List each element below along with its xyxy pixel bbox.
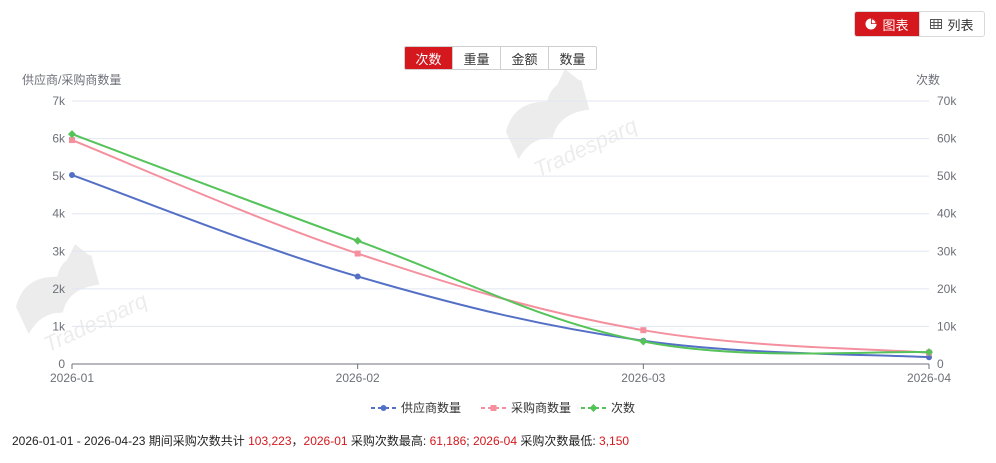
right-axis-tick-label: 20k — [937, 282, 957, 296]
summary-sep: ， — [291, 434, 304, 448]
x-axis-tick-label: 2026-01 — [50, 371, 94, 385]
left-axis-tick-label: 6k — [52, 132, 66, 146]
data-point — [69, 172, 75, 179]
data-point — [69, 137, 75, 144]
data-point — [353, 236, 362, 245]
left-axis-tick-label: 7k — [52, 94, 66, 108]
legend-marker — [589, 404, 598, 412]
left-axis-tick-label: 5k — [52, 169, 66, 183]
chart-view-button[interactable]: 图表 — [855, 12, 919, 36]
legend-marker — [490, 405, 497, 411]
series-lines — [68, 130, 933, 361]
axes: 0 0 1k 10k 2k 20k 3k 30k 4k 40k 5k 50k 6k 60k 7k 70k 202… — [50, 94, 957, 385]
right-axis-tick-label: 30k — [937, 244, 957, 258]
legend[interactable]: 供应商数量 采购商数量 次数 — [371, 400, 635, 415]
view-toggle: 图表 列表 — [854, 11, 985, 37]
summary-min-value: 3,150 — [599, 434, 630, 448]
summary-max-value: 61,186 — [429, 434, 467, 448]
left-axis-title: 供应商/采购商数量 — [22, 72, 121, 87]
data-point — [354, 273, 361, 280]
data-point — [354, 250, 361, 257]
x-axis-tick-label: 2026-04 — [907, 371, 951, 385]
summary-max-month: 2026-01 — [303, 434, 348, 448]
summary-min-label: 采购次数最低: — [517, 434, 600, 448]
legend-label: 供应商数量 — [401, 400, 461, 415]
legend-label: 次数 — [611, 400, 635, 415]
table-icon — [930, 18, 943, 30]
series-line — [71, 139, 930, 354]
tab-quantity[interactable]: 数量 — [548, 47, 596, 69]
data-point — [925, 348, 933, 357]
legend-marker — [380, 405, 387, 411]
list-view-button[interactable]: 列表 — [919, 12, 984, 36]
legend-item[interactable]: 次数 — [581, 400, 635, 415]
tab-weight[interactable]: 重量 — [452, 47, 500, 69]
series-line — [71, 174, 930, 359]
data-point — [926, 354, 932, 361]
data-point — [639, 337, 648, 346]
metric-tabs: 次数 重量 金额 数量 — [404, 46, 597, 70]
tab-count[interactable]: 次数 — [405, 47, 452, 69]
legend-item[interactable]: 供应商数量 — [371, 400, 461, 415]
summary-text: 2026-01-01 - 2026-04-23 期间采购次数共计 103,223… — [12, 432, 629, 449]
summary-max-label: 采购次数最高: — [347, 434, 430, 448]
right-axis-title: 次数 — [916, 72, 940, 87]
data-point — [640, 327, 647, 334]
x-axis-tick-label: 2026-03 — [621, 371, 665, 385]
chart-view-label: 图表 — [882, 17, 909, 33]
legend-item[interactable]: 采购商数量 — [481, 400, 571, 415]
right-axis-tick-label: 40k — [937, 207, 957, 221]
series-line — [71, 133, 930, 355]
right-axis-tick-label: 50k — [937, 169, 957, 183]
right-axis-tick-label: 10k — [937, 319, 957, 333]
data-point — [68, 130, 76, 139]
left-axis-tick-label: 2k — [52, 282, 66, 296]
left-axis-tick-label: 3k — [52, 244, 66, 258]
summary-min-month: 2026-04 — [472, 434, 517, 448]
legend-label: 采购商数量 — [511, 400, 571, 415]
right-axis-tick-label: 70k — [937, 94, 957, 108]
summary-sep: ; — [466, 434, 473, 448]
left-axis-tick-label: 1k — [52, 319, 66, 333]
right-axis-tick-label: 60k — [937, 132, 957, 146]
summary-period: 2026-01-01 - 2026-04-23 期间采购次数共计 — [12, 434, 249, 448]
list-view-label: 列表 — [947, 17, 974, 33]
pie-chart-icon — [865, 18, 877, 30]
left-axis-tick-label: 4k — [52, 207, 66, 221]
summary-total: 103,223 — [248, 434, 292, 448]
x-axis-tick-label: 2026-02 — [336, 371, 380, 385]
tab-amount[interactable]: 金额 — [500, 47, 548, 69]
left-axis-tick-label: 0 — [58, 357, 65, 371]
grid-lines — [72, 100, 929, 327]
right-axis-tick-label: 0 — [937, 357, 944, 371]
